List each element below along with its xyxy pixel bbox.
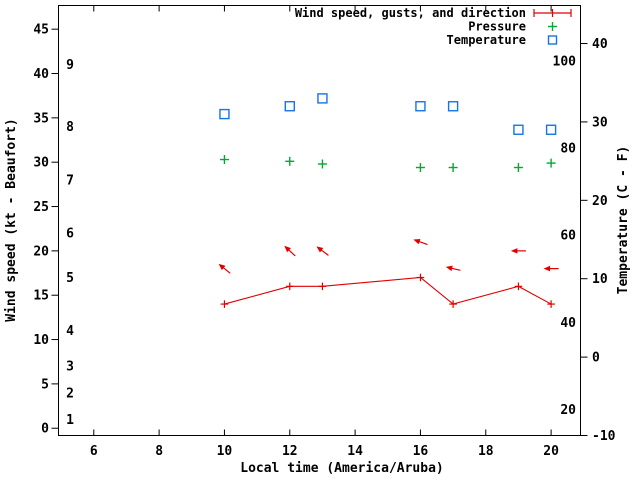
kt-tick-label: 15 xyxy=(33,289,49,304)
beaufort-label: 1 xyxy=(66,413,74,428)
right-axis-title: Temperature (C - F) xyxy=(616,146,631,295)
beaufort-label: 2 xyxy=(66,386,74,401)
legend-label: Pressure xyxy=(468,20,526,34)
gust-arrow-head xyxy=(218,263,226,271)
left-axis-kt: 0 5 10 15 20 25 30 35 40 45 xyxy=(33,23,59,437)
x-tick-label: 16 xyxy=(413,444,429,459)
x-axis-title: Local time (America/Aruba) xyxy=(240,461,444,476)
gust-arrow-head xyxy=(445,265,453,272)
legend-label: Temperature xyxy=(447,33,526,47)
c-tick-label: -10 xyxy=(592,429,616,444)
f-tick-label: 80 xyxy=(560,142,576,157)
x-tick-label: 10 xyxy=(217,444,233,459)
beaufort-label: 6 xyxy=(66,227,74,242)
kt-tick-label: 0 xyxy=(41,422,49,437)
beaufort-scale: 1 2 3 4 5 6 7 8 9 xyxy=(66,58,74,428)
beaufort-label: 9 xyxy=(66,58,74,73)
legend-temperature-sample xyxy=(547,35,558,45)
beaufort-label: 3 xyxy=(66,360,74,375)
beaufort-label: 7 xyxy=(66,173,74,188)
temperature-marker xyxy=(545,124,557,135)
plot-border xyxy=(58,5,581,436)
right-axis-temp: -10 0 10 20 30 40 20 40 60 80 100 xyxy=(553,37,616,444)
x-tick-label: 20 xyxy=(543,444,559,459)
kt-tick-label: 35 xyxy=(33,111,49,126)
x-axis: 6 8 10 12 14 16 18 20 xyxy=(90,5,559,459)
left-axis-title: Wind speed (kt - Beaufort) xyxy=(4,118,19,322)
c-tick-label: 30 xyxy=(592,115,608,130)
f-tick-label: 20 xyxy=(560,403,576,418)
c-tick-label: 40 xyxy=(592,37,608,52)
f-tick-label: 100 xyxy=(553,54,577,69)
gust-arrow-head xyxy=(510,248,518,254)
wind-series xyxy=(218,239,559,308)
gust-arrow-head xyxy=(316,246,324,253)
kt-tick-label: 40 xyxy=(33,67,49,82)
beaufort-label: 5 xyxy=(66,271,74,286)
kt-tick-label: 45 xyxy=(33,23,49,38)
legend-label: Wind speed, gusts, and direction xyxy=(295,6,526,20)
kt-tick-label: 20 xyxy=(33,244,49,259)
c-tick-label: 10 xyxy=(592,272,608,287)
x-tick-label: 6 xyxy=(90,444,98,459)
x-tick-label: 12 xyxy=(282,444,298,459)
temperature-marker xyxy=(415,101,426,112)
x-tick-label: 18 xyxy=(478,444,494,459)
kt-tick-label: 25 xyxy=(33,200,49,215)
legend: Wind speed, gusts, and directionPressure… xyxy=(295,6,572,47)
gust-arrow-head xyxy=(543,265,551,272)
f-tick-label: 60 xyxy=(560,229,576,244)
kt-tick-label: 5 xyxy=(41,377,49,392)
gust-arrow-head xyxy=(413,239,421,245)
pressure-series xyxy=(219,155,556,173)
c-tick-label: 20 xyxy=(592,194,608,209)
kt-tick-label: 30 xyxy=(33,156,49,171)
temperature-series xyxy=(219,93,557,135)
temperature-marker xyxy=(317,93,328,104)
temperature-marker xyxy=(513,124,524,135)
temperature-marker xyxy=(284,101,295,112)
c-tick-label: 0 xyxy=(592,351,600,366)
beaufort-label: 8 xyxy=(66,120,74,135)
plot-background xyxy=(58,5,581,436)
x-tick-label: 14 xyxy=(347,444,363,459)
gust-arrow-head xyxy=(284,245,291,253)
x-tick-label: 8 xyxy=(155,444,163,459)
kt-tick-label: 10 xyxy=(33,333,49,348)
beaufort-label: 4 xyxy=(66,324,74,339)
temperature-marker xyxy=(219,108,230,120)
temperature-marker xyxy=(447,101,459,112)
f-tick-label: 40 xyxy=(560,316,576,331)
